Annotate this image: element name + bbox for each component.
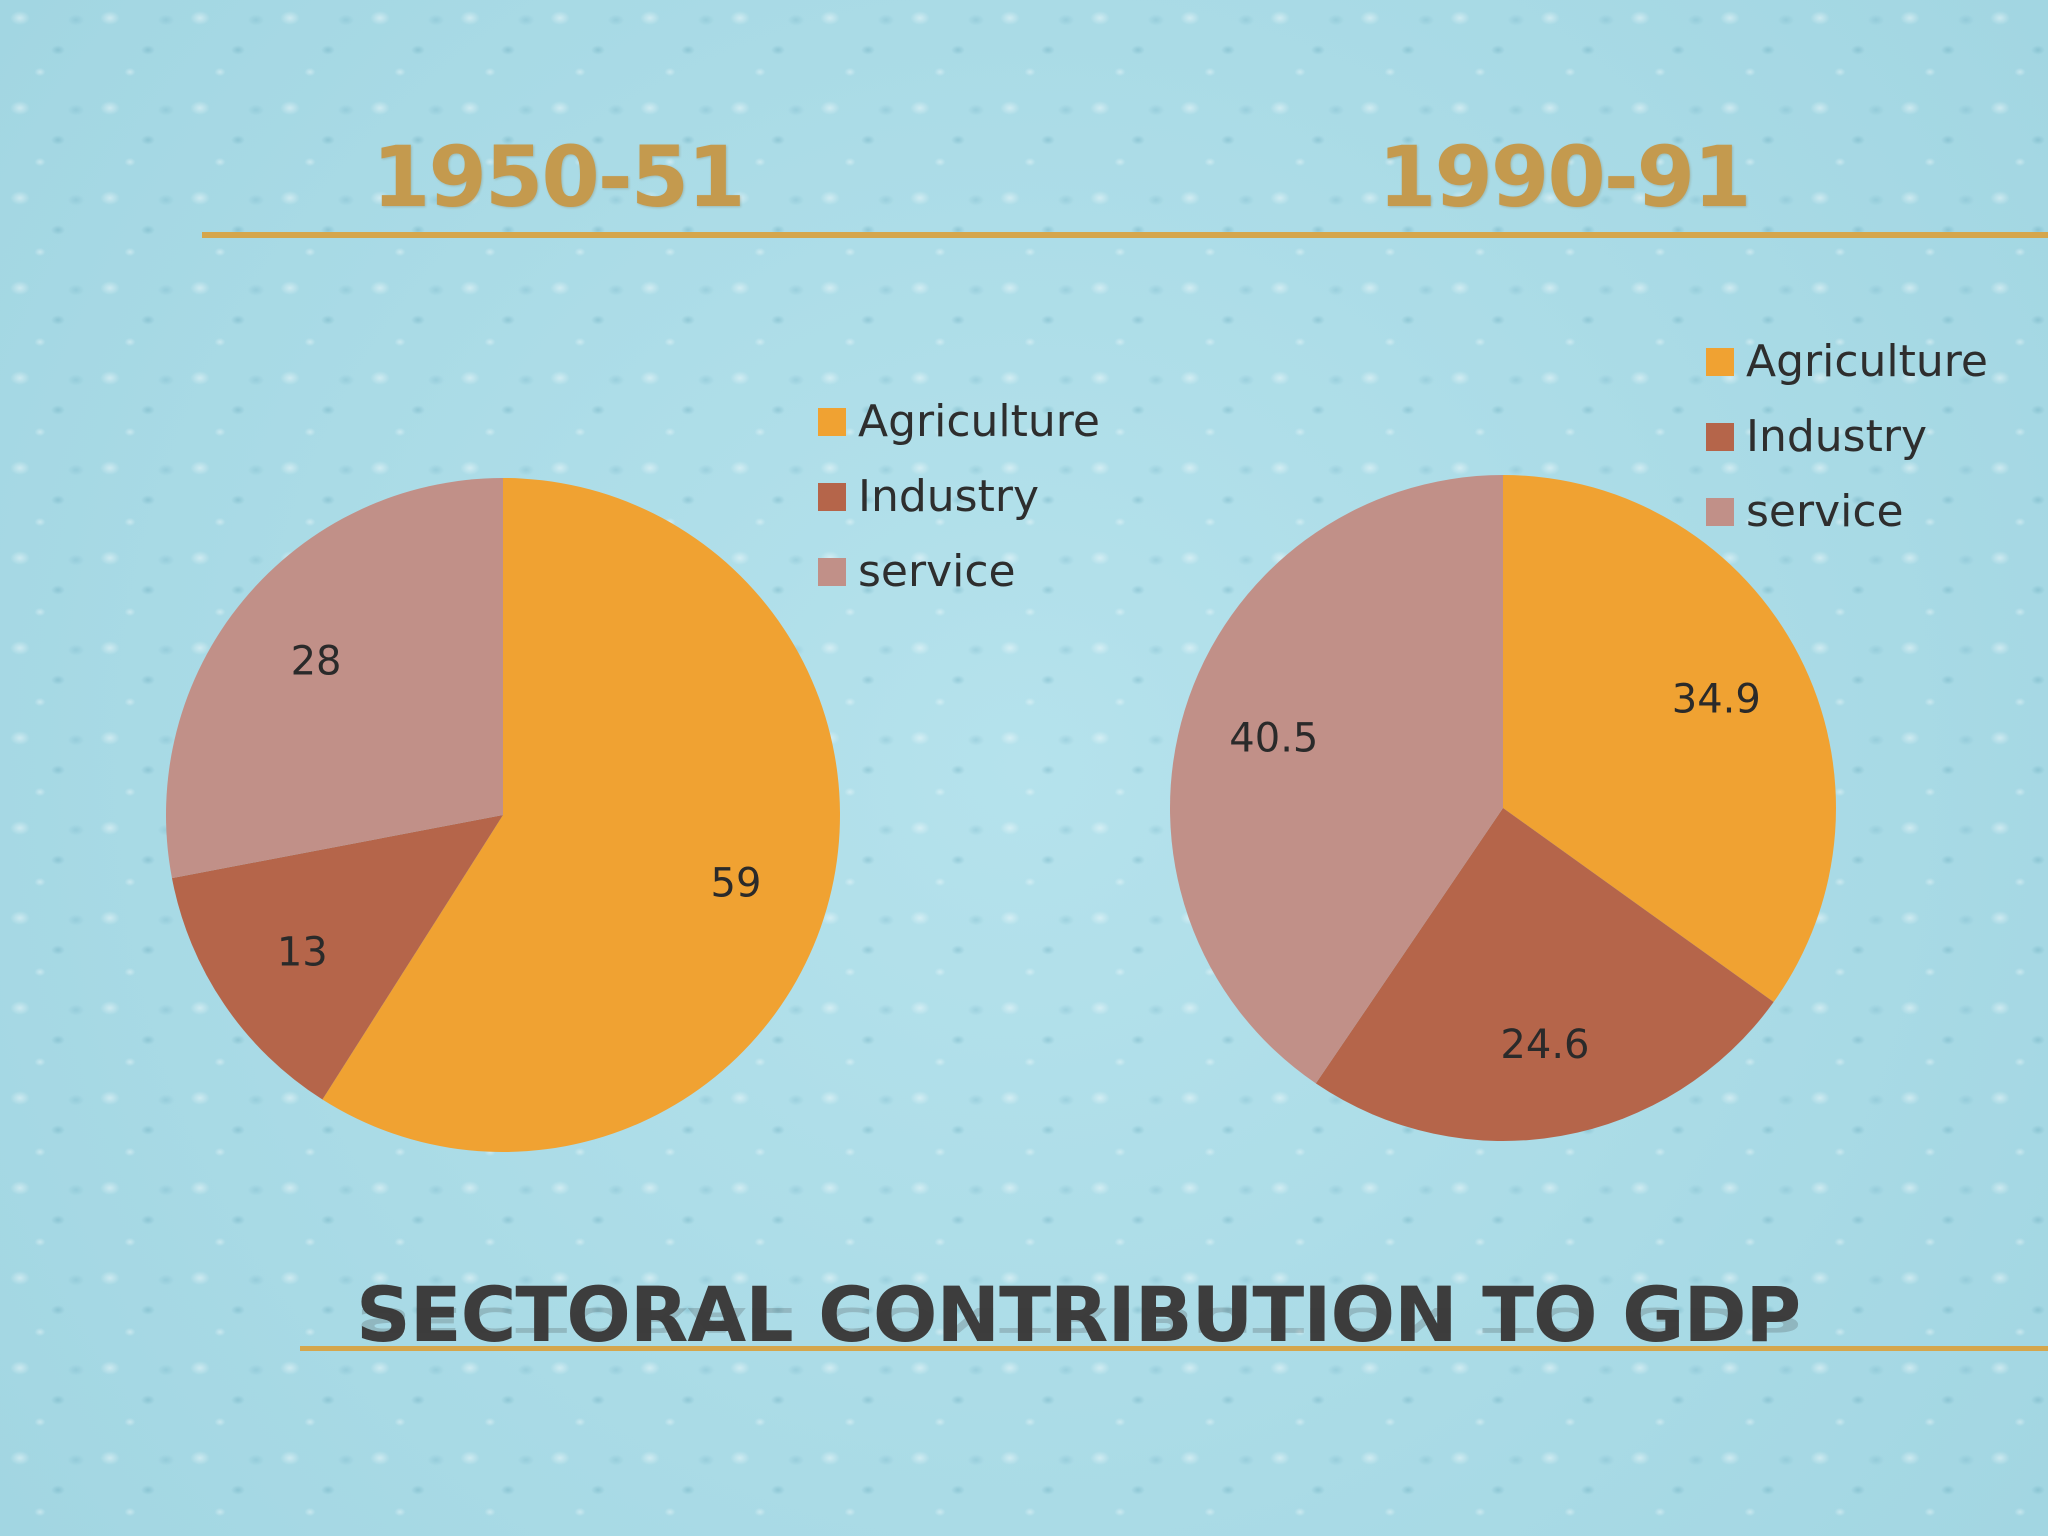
footer-divider [300, 1346, 2048, 1351]
pie-slice-service [1170, 475, 1503, 1084]
data-label-service: 40.5 [1229, 716, 1318, 762]
pie-slice-service [165, 478, 503, 879]
legend-swatch-service [818, 557, 846, 586]
legend-swatch-industry [818, 482, 846, 511]
pie-chart-1990-91: 34.9 24.6 40.5 [1170, 475, 1837, 1142]
legend-label-industry: Industry [1746, 411, 1927, 462]
data-label-service: 28 [291, 638, 342, 684]
legend-label-service: service [858, 546, 1016, 597]
chart-title-1950-51: 1950-51 [372, 128, 746, 226]
slide-title-reflection: SECTORAL CONTRIBUTION TO GDP [356, 1299, 1801, 1340]
legend-label-agriculture: Agriculture [858, 396, 1100, 447]
data-label-agriculture: 59 [711, 861, 762, 907]
pie-slice-industry [1315, 808, 1774, 1142]
legend-item-agriculture: Agriculture [818, 384, 1100, 459]
legend-item-industry: Industry [818, 459, 1100, 534]
legend-swatch-service [1706, 497, 1734, 526]
data-label-agriculture: 34.9 [1672, 676, 1761, 722]
pie-slice-industry [171, 815, 504, 1100]
chart-title-1990-91: 1990-91 [1378, 128, 1752, 226]
legend-swatch-industry [1706, 422, 1734, 451]
data-label-industry: 24.6 [1500, 1022, 1589, 1068]
legend-item-agriculture: Agriculture [1706, 324, 1988, 399]
slide-title: SECTORAL CONTRIBUTION TO GDP [356, 1270, 1801, 1359]
pie-chart-1950-51: 59 13 28 [165, 478, 841, 1152]
legend-item-service: service [818, 534, 1100, 609]
legend-item-industry: Industry [1706, 399, 1988, 474]
legend-swatch-agriculture [1706, 347, 1734, 376]
legend-label-service: service [1746, 486, 1904, 537]
legend-1990-91: Agriculture Industry service [1706, 324, 1988, 549]
legend-item-service: service [1706, 474, 1988, 549]
legend-label-agriculture: Agriculture [1746, 336, 1988, 387]
data-label-industry: 13 [277, 929, 328, 975]
title-divider [202, 232, 2048, 238]
pie-slice-agriculture [1503, 475, 1837, 1003]
pie-slice-agriculture [322, 478, 841, 1152]
legend-swatch-agriculture [818, 407, 846, 436]
legend-1950-51: Agriculture Industry service [818, 384, 1100, 609]
legend-label-industry: Industry [858, 471, 1039, 522]
